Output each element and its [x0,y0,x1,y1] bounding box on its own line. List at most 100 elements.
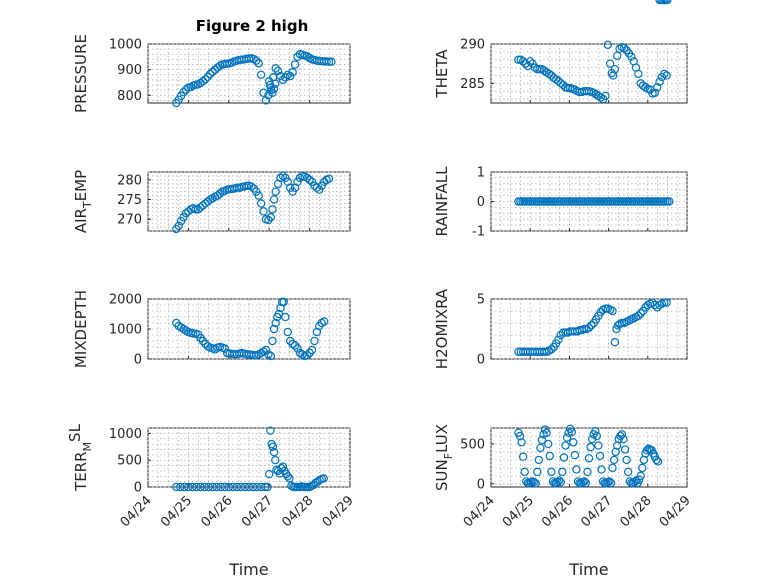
data-point [653,83,662,92]
data-point [281,312,290,322]
data-point [561,441,570,450]
data-point [220,344,229,353]
y-axis-label-part: THETA [433,49,451,99]
data-point [580,477,589,486]
data-point [660,69,669,79]
figure-title: Figure 2 high [196,17,309,35]
data-point [224,482,233,492]
data-point [220,482,229,492]
data-point [266,351,276,361]
y-tick-label: 800 [117,89,142,104]
data-point [554,335,563,344]
data-point [526,57,535,66]
data-point [559,453,569,462]
data-point [529,478,539,487]
data-point [535,64,544,74]
data-point [181,85,191,94]
data-point [630,478,639,487]
data-point [592,431,602,441]
subplot-4: -1 0 1 RAINFALL [433,166,688,240]
data-point [617,318,627,328]
data-point [216,482,225,492]
data-point [240,482,250,492]
data-point [594,441,603,450]
y-axis-label-part: RAINFALL [433,166,451,237]
x-tick-label: 04/26 [199,493,236,530]
data-point [517,438,526,447]
data-point [662,71,671,80]
data-point [310,336,319,346]
data-point [188,482,197,492]
x-tick-label: 04/27 [578,493,615,530]
data-point [636,309,645,318]
y-axis-label: PRESSURE [72,34,90,113]
x-tick-label: 04/24 [118,493,155,530]
y-axis-label: THETA [433,49,451,99]
data-point [261,345,271,355]
data-point [196,482,205,492]
data-point [203,72,212,82]
data-point [285,474,294,483]
data-point [278,171,288,181]
y-tick-label: 0 [477,353,485,368]
data-point [553,478,562,487]
data-point [269,447,279,457]
data-point [271,455,280,465]
x-tick-label: 04/24 [461,493,498,530]
x-tick-label: 04/27 [239,493,276,530]
data-point [293,344,302,353]
y-tick-label: 280 [117,173,142,188]
data-point [244,482,254,492]
data-point [278,75,288,85]
data-point [634,475,644,485]
data-point [288,68,297,77]
y-tick-label: 0 [134,353,142,368]
data-point [273,66,283,76]
data-point [271,79,280,88]
data-point [587,321,596,330]
data-point [259,207,268,216]
y-axis-label-part: F [442,453,455,459]
data-point [636,471,645,481]
data-point [567,427,576,437]
data-point [232,482,242,492]
data-point [290,60,300,69]
x-tick-label: 04/29 [320,493,357,530]
data-point [663,0,672,5]
data-point [260,482,270,492]
data-point [610,64,620,74]
data-point [547,345,556,354]
data-point [268,88,277,97]
data-point [201,75,210,84]
data-point [252,482,262,492]
y-tick-label: 275 [117,193,142,208]
data-point [641,83,650,92]
data-point [283,472,292,481]
x-tick-label: 04/25 [158,493,195,530]
data-point [254,59,263,68]
data-point [537,435,547,445]
data-point [547,467,556,477]
y-tick-label: 0 [134,481,142,496]
y-axis-label-part: AIR [72,208,90,233]
x-tick-label: 04/29 [657,493,694,530]
y-tick-label: 5 [477,293,485,308]
data-point [206,69,215,79]
y-axis-label-part: H2OMIXRA [433,288,451,369]
data-point [264,215,273,225]
data-point [191,205,200,214]
data-point [609,455,619,465]
x-tick-label: 04/28 [279,493,316,530]
data-point [271,318,280,328]
data-point [256,70,266,79]
data-point [620,43,629,53]
data-point [603,40,613,49]
data-point [268,442,278,451]
data-point [179,88,188,97]
data-point [634,69,643,79]
data-point [269,84,279,94]
x-axis-label: Time [568,560,608,579]
data-point [254,191,263,200]
data-point [591,426,600,436]
data-point [564,428,573,437]
